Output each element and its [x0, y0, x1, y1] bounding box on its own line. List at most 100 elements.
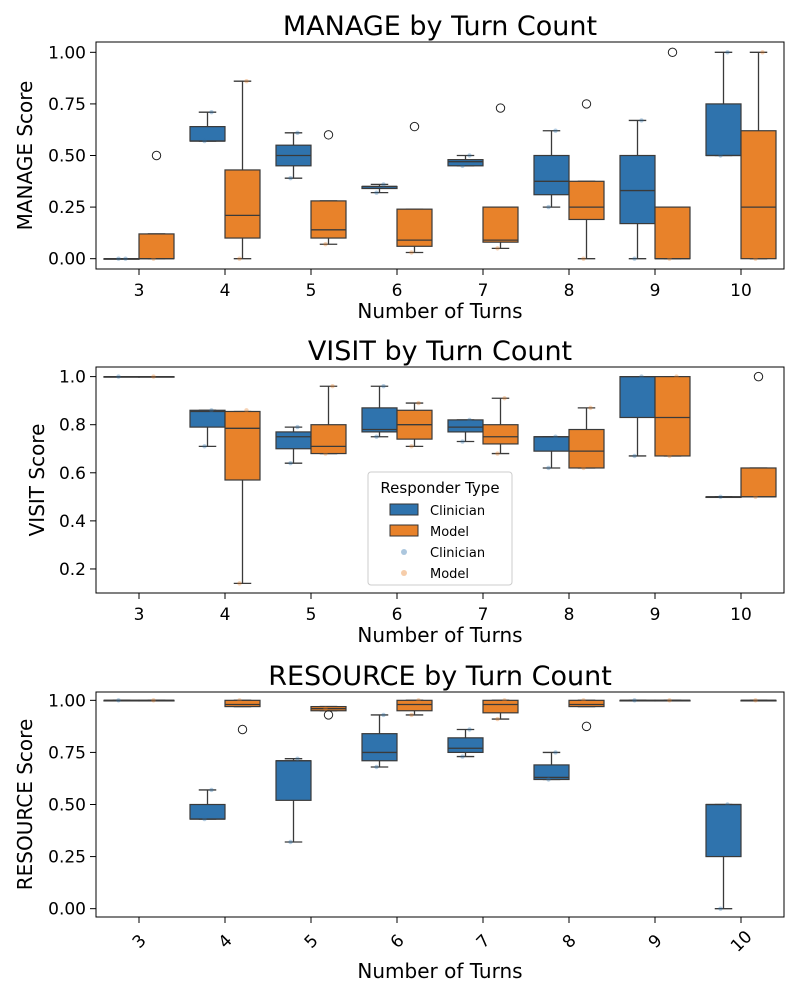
- box-body: [568, 428, 605, 469]
- box-model-6: [396, 400, 433, 449]
- legend-entry-label: Clinician: [430, 546, 485, 561]
- data-point: [416, 400, 421, 406]
- box-body: [447, 419, 484, 433]
- box-model-9: [654, 698, 691, 703]
- outlier-point: [581, 721, 592, 732]
- x-tick-label: 9: [650, 281, 661, 301]
- box-clinician-8: [533, 434, 570, 471]
- data-point: [374, 764, 379, 770]
- data-point: [502, 698, 507, 703]
- box-body: [654, 376, 691, 457]
- x-tick-label: 7: [478, 281, 489, 301]
- y-tick-label: 0.2: [59, 560, 86, 580]
- data-point: [546, 777, 551, 782]
- box-model-4: [224, 698, 261, 735]
- data-point: [553, 128, 558, 133]
- box-clinician-10: [705, 50, 742, 158]
- box-clinician-9: [619, 374, 656, 459]
- box-clinician-7: [447, 417, 484, 444]
- x-tick-label: 10: [727, 927, 756, 956]
- legend-title: Responder Type: [380, 479, 499, 497]
- box-body: [705, 803, 742, 858]
- data-point: [632, 453, 637, 459]
- legend-swatch-box: [389, 524, 419, 537]
- data-point: [725, 50, 730, 55]
- box-body: [619, 376, 656, 419]
- box-clinician-7: [447, 727, 484, 759]
- box-body: [533, 436, 570, 452]
- y-tick-label: 0.4: [59, 512, 86, 532]
- outlier-point: [323, 130, 334, 140]
- box-clinician-7: [447, 153, 484, 169]
- box-body: [310, 424, 347, 455]
- data-point: [632, 698, 637, 703]
- data-point: [381, 712, 386, 718]
- box-body: [224, 410, 261, 481]
- x-tick-label: 5: [306, 281, 317, 301]
- box-body: [138, 233, 175, 260]
- box-model-9: [654, 47, 691, 261]
- outlier-point: [409, 121, 420, 132]
- data-point: [123, 256, 128, 261]
- x-tick-label: 5: [306, 605, 317, 625]
- data-point: [323, 242, 328, 247]
- x-tick-label: 5: [301, 931, 323, 953]
- data-point: [753, 256, 758, 261]
- data-point: [295, 424, 300, 430]
- outlier-point: [495, 103, 506, 113]
- x-tick-label: 4: [215, 931, 237, 953]
- data-point: [209, 109, 214, 115]
- legend: Responder Type Clinician Model Clinician Mod…: [367, 471, 513, 586]
- chart-panel-1: MANAGE by Turn Count 0.00 0.25 0.50 0.75 1.00…: [13, 11, 785, 323]
- data-point: [244, 79, 249, 84]
- data-point: [495, 246, 500, 251]
- data-point: [495, 451, 500, 456]
- box-clinician-4: [189, 408, 226, 449]
- data-point: [237, 581, 242, 586]
- y-axis-label: VISIT Score: [25, 424, 49, 537]
- outlier-point: [581, 99, 592, 109]
- box-model-8: [568, 698, 605, 732]
- data-point: [553, 750, 558, 755]
- box-model-5: [310, 705, 347, 720]
- box-body: [654, 206, 691, 260]
- data-point: [460, 754, 465, 759]
- box-model-8: [568, 99, 605, 261]
- box-model-10: [740, 698, 777, 703]
- y-axis-label: RESOURCE Score: [13, 719, 37, 890]
- outlier-point: [667, 47, 678, 58]
- box-body: [189, 126, 226, 142]
- y-tick-label: 0.8: [59, 416, 86, 436]
- data-point: [288, 176, 293, 181]
- box-body: [482, 699, 519, 714]
- legend-frame: [367, 471, 513, 586]
- data-point: [288, 839, 293, 845]
- x-tick-label: 6: [392, 281, 403, 301]
- chart-panel-3: RESOURCE by Turn Count 0.00 0.25 0.50 0.75 1.…: [13, 661, 785, 983]
- data-point: [209, 408, 214, 413]
- data-point: [467, 417, 472, 423]
- x-tick-label: 3: [129, 931, 151, 953]
- data-point: [151, 698, 156, 703]
- box-body: [740, 130, 777, 260]
- box-model-5: [310, 384, 347, 456]
- outlier-point: [237, 724, 248, 735]
- data-point: [237, 698, 242, 703]
- chart-panel-2: VISIT by Turn Count 0.2 0.4 0.6 0.8 1.0 3 4 5 6 7 8…: [25, 336, 785, 647]
- data-point: [330, 384, 335, 389]
- data-point: [718, 906, 723, 911]
- x-axis-label: Number of Turns: [357, 623, 522, 647]
- box-model-4: [224, 408, 261, 586]
- box-body: [224, 169, 261, 239]
- box-model-10: [740, 50, 777, 261]
- data-point: [202, 816, 207, 822]
- x-tick-label: 6: [392, 605, 403, 625]
- data-point: [718, 494, 723, 500]
- data-point: [760, 50, 765, 55]
- data-point: [151, 374, 156, 379]
- box-clinician-5: [275, 756, 312, 845]
- outlier-point: [753, 371, 764, 382]
- box-body: [482, 206, 519, 243]
- box-clinician-6: [361, 182, 398, 195]
- data-point: [588, 405, 593, 411]
